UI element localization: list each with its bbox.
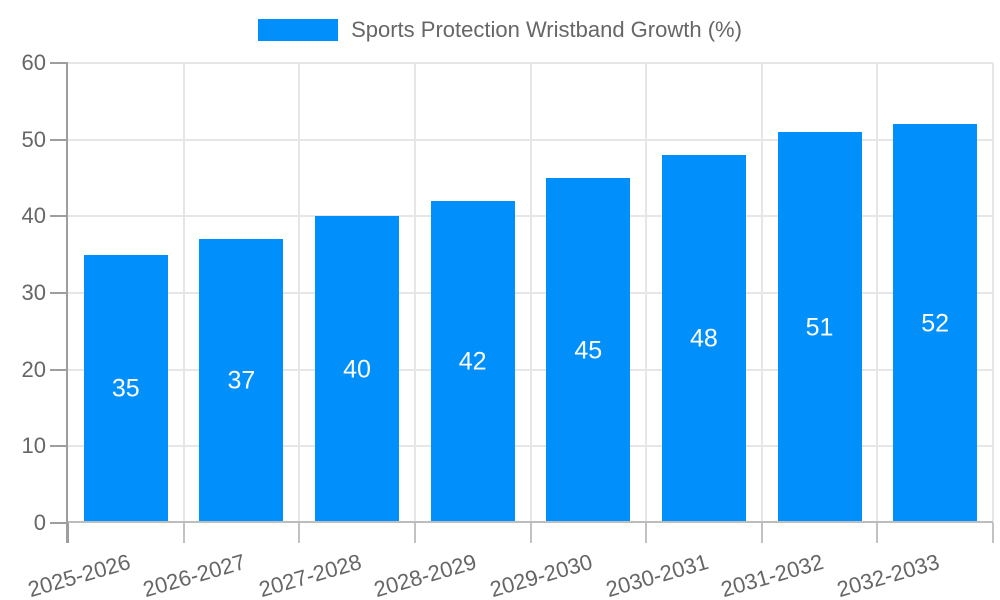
x-axis-tick — [760, 523, 763, 543]
x-tick-label: 2028-2029 — [371, 549, 480, 600]
y-tick-label: 10 — [21, 433, 46, 459]
x-axis-tick — [413, 523, 416, 543]
x-tick-label: 2025-2026 — [24, 549, 133, 600]
bar[interactable] — [199, 239, 284, 521]
gridline-vertical — [876, 63, 879, 523]
x-axis-tick — [645, 523, 648, 543]
bar[interactable] — [661, 155, 746, 521]
y-axis-tick — [50, 522, 68, 524]
gridline-vertical — [645, 63, 648, 523]
y-tick-label: 40 — [21, 203, 46, 229]
x-tick-label: 2026-2027 — [140, 549, 249, 600]
x-tick-label: 2027-2028 — [255, 549, 364, 600]
gridline-vertical — [760, 63, 763, 523]
x-axis-line — [68, 521, 993, 523]
y-tick-label: 20 — [21, 356, 46, 382]
legend-swatch[interactable] — [258, 19, 339, 41]
gridline-vertical — [182, 63, 185, 523]
gridline-vertical — [992, 63, 994, 523]
bar[interactable] — [893, 124, 978, 521]
x-tick-label: 2030-2031 — [602, 549, 711, 600]
legend-label: Sports Protection Wristband Growth (%) — [351, 17, 742, 42]
x-axis-tick — [992, 523, 994, 543]
gridline-vertical — [413, 63, 416, 523]
x-axis-tick — [529, 523, 532, 543]
bar[interactable] — [430, 201, 515, 521]
legend[interactable]: Sports Protection Wristband Growth (%) — [0, 17, 1000, 43]
gridline-vertical — [529, 63, 532, 523]
y-axis-tick — [50, 292, 68, 294]
bar[interactable] — [546, 178, 631, 521]
x-axis-tick — [876, 523, 879, 543]
y-tick-label: 30 — [21, 280, 46, 305]
y-axis-tick — [50, 215, 68, 218]
y-axis-tick — [50, 138, 68, 141]
bar[interactable] — [315, 216, 400, 521]
gridline-vertical — [298, 63, 301, 523]
bar[interactable] — [777, 132, 862, 521]
y-axis-line — [66, 63, 68, 543]
bar[interactable] — [83, 254, 168, 521]
y-tick-label: 60 — [21, 50, 46, 75]
x-axis-tick — [67, 523, 69, 543]
x-axis-tick — [182, 523, 185, 543]
y-tick-label: 50 — [21, 126, 46, 152]
y-axis-tick — [50, 445, 68, 448]
x-axis-tick — [298, 523, 301, 543]
x-tick-label: 2029-2030 — [487, 549, 596, 600]
x-tick-label: 2032-2033 — [834, 549, 943, 600]
x-tick-label: 2031-2032 — [718, 549, 827, 600]
y-tick-label: 0 — [33, 510, 46, 535]
y-axis-tick — [50, 368, 68, 371]
y-axis-tick — [50, 62, 68, 64]
